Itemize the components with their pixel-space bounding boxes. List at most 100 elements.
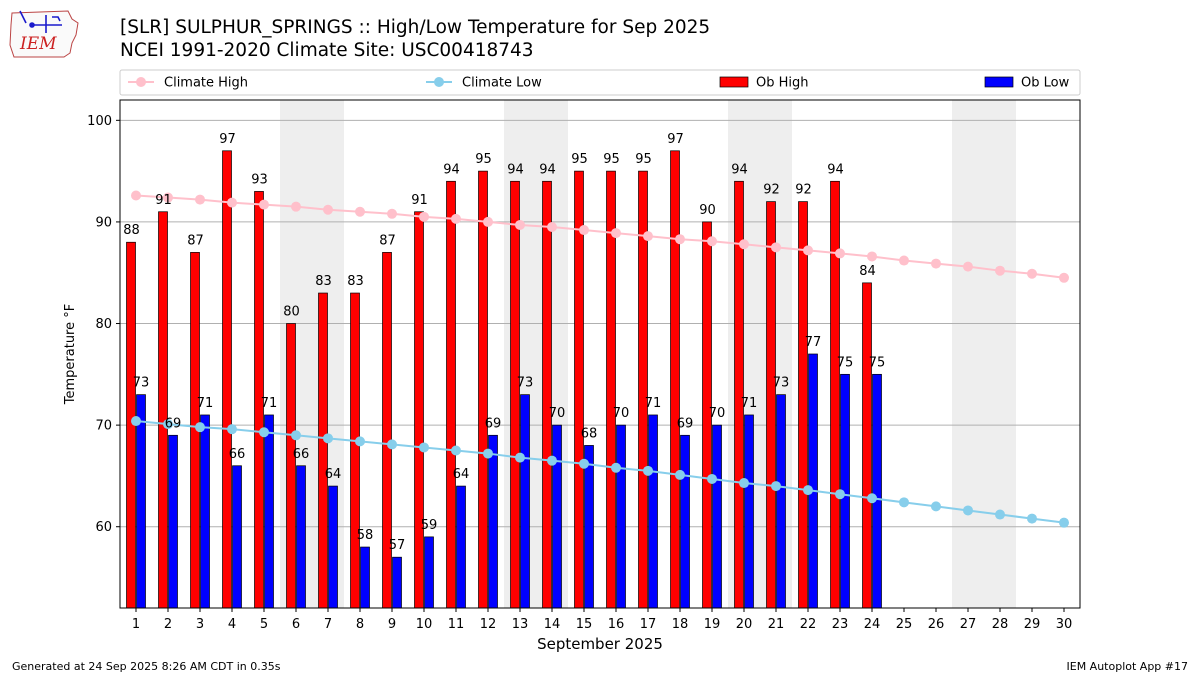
climate-high-point xyxy=(995,265,1005,276)
ob-low-label: 66 xyxy=(293,447,310,462)
title-line-2: NCEI 1991-2020 Climate Site: USC00418743 xyxy=(120,40,534,61)
ob-high-bar xyxy=(862,282,872,609)
ob-high-bar xyxy=(350,292,360,609)
climate-high-point xyxy=(419,211,429,222)
ob-low-label: 71 xyxy=(261,396,278,411)
ob-low-bar xyxy=(392,556,402,609)
x-tick-label: 27 xyxy=(960,617,977,632)
x-tick-label: 1 xyxy=(132,617,140,632)
x-tick-label: 6 xyxy=(292,617,300,632)
climate-high-point xyxy=(675,234,685,245)
climate-high-point xyxy=(643,231,653,242)
ob-high-label: 83 xyxy=(347,274,364,289)
legend-ob-low-swatch xyxy=(984,76,1014,88)
climate-low-point xyxy=(931,501,941,512)
climate-high-point xyxy=(131,190,141,201)
ob-high-label: 95 xyxy=(603,152,620,167)
ob-high-bar xyxy=(542,180,552,609)
climate-low-point xyxy=(195,422,205,433)
ob-low-label: 75 xyxy=(837,355,854,370)
x-tick-label: 4 xyxy=(228,617,236,632)
ob-high-label: 97 xyxy=(219,132,236,147)
climate-low-point xyxy=(323,433,333,444)
weekend-band xyxy=(952,100,1016,608)
ob-high-label: 95 xyxy=(571,152,588,167)
climate-high-point xyxy=(579,225,589,236)
ob-high-label: 88 xyxy=(123,223,140,238)
x-tick-label: 14 xyxy=(544,617,561,632)
ob-high-bar xyxy=(670,150,680,609)
ob-low-label: 59 xyxy=(421,518,438,533)
climate-low-point xyxy=(355,436,365,447)
y-tick-label: 80 xyxy=(95,317,112,332)
ob-low-label: 64 xyxy=(453,467,470,482)
climate-high-point xyxy=(899,255,909,266)
ob-low-label: 69 xyxy=(165,416,182,431)
ob-high-label: 97 xyxy=(667,132,684,147)
x-tick-label: 11 xyxy=(448,617,465,632)
x-tick-label: 2 xyxy=(164,617,172,632)
climate-low-point xyxy=(227,424,237,435)
ob-low-bar xyxy=(712,424,722,609)
climate-high-point xyxy=(707,236,717,247)
climate-low-point xyxy=(291,430,301,441)
ob-low-label: 68 xyxy=(581,426,598,441)
y-tick-label: 90 xyxy=(95,215,112,230)
climate-low-line xyxy=(135,420,1065,524)
iowa-state-outline xyxy=(9,10,79,58)
ob-high-label: 80 xyxy=(283,305,300,320)
page-title: [SLR] SULPHUR_SPRINGS :: High/Low Temper… xyxy=(120,16,710,62)
x-tick-label: 30 xyxy=(1056,617,1073,632)
ob-low-label: 71 xyxy=(197,396,214,411)
iem-logo: IEM xyxy=(9,10,79,58)
ob-low-bar xyxy=(616,424,626,609)
climate-high-point xyxy=(771,242,781,253)
climate-high-point xyxy=(739,239,749,250)
climate-low-point xyxy=(387,439,397,450)
ob-high-label: 94 xyxy=(443,162,460,177)
climate-low-point xyxy=(739,478,749,489)
ob-high-label: 93 xyxy=(251,172,268,187)
ob-high-label: 83 xyxy=(315,274,332,289)
climate-high-point xyxy=(451,213,461,224)
ob-low-bar xyxy=(296,465,306,609)
x-tick-label: 12 xyxy=(480,617,497,632)
ob-high-label: 95 xyxy=(635,152,652,167)
ob-low-label: 69 xyxy=(677,416,694,431)
ob-low-bar xyxy=(264,414,274,609)
climate-low-point xyxy=(1059,517,1069,528)
ob-low-bar xyxy=(328,485,338,609)
ob-high-label: 92 xyxy=(763,183,780,198)
x-tick-label: 18 xyxy=(672,617,689,632)
climate-low-point xyxy=(515,452,525,463)
ob-high-bar xyxy=(382,252,392,609)
ob-low-label: 73 xyxy=(773,376,790,391)
climate-high-point xyxy=(963,261,973,272)
ob-high-label: 84 xyxy=(859,264,876,279)
ob-high-label: 94 xyxy=(507,162,524,177)
ob-low-label: 71 xyxy=(645,396,662,411)
climate-low-point xyxy=(419,442,429,453)
ob-high-label: 91 xyxy=(411,193,428,208)
climate-high-point xyxy=(483,216,493,227)
legend-ob-low-label: Ob Low xyxy=(1021,76,1070,91)
climate-low-point xyxy=(771,481,781,492)
x-tick-label: 21 xyxy=(768,617,785,632)
ob-low-bar xyxy=(488,434,498,609)
ob-high-bar xyxy=(222,150,232,609)
logo-text: IEM xyxy=(19,34,57,54)
climate-low-point xyxy=(835,489,845,500)
ob-low-label: 70 xyxy=(709,406,726,421)
x-tick-label: 26 xyxy=(928,617,945,632)
x-tick-label: 23 xyxy=(832,617,849,632)
generated-timestamp: Generated at 24 Sep 2025 8:26 AM CDT in … xyxy=(12,660,281,673)
climate-low-point xyxy=(547,455,557,466)
climate-high-point xyxy=(387,208,397,219)
ob-low-bar xyxy=(136,394,146,609)
x-tick-label: 5 xyxy=(260,617,268,632)
ob-low-bar xyxy=(552,424,562,609)
ob-high-label: 92 xyxy=(795,183,812,198)
climate-low-point xyxy=(899,497,909,508)
ob-high-label: 91 xyxy=(155,193,172,208)
